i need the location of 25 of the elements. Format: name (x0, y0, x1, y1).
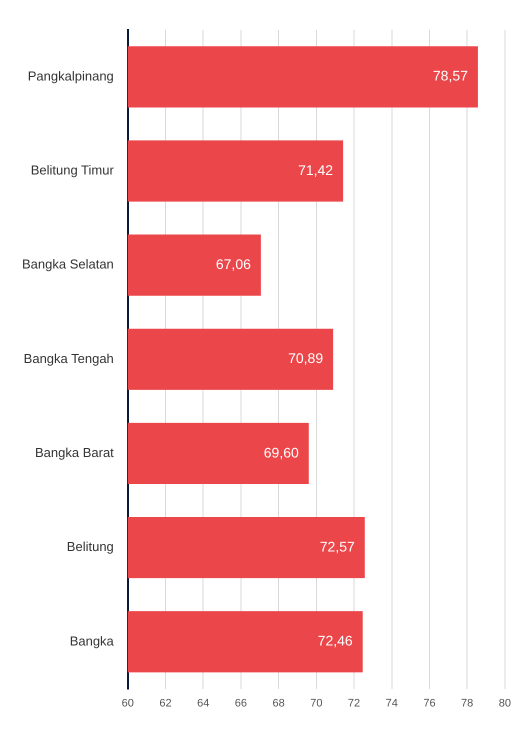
y-tick-label: Bangka (70, 633, 115, 648)
data-label: 70,89 (288, 350, 324, 366)
x-tick-label: 74 (386, 697, 398, 710)
y-tick-label: Bangka Selatan (22, 256, 114, 272)
y-tick-label: Belitung (66, 539, 114, 554)
y-tick-label: Belitung Timur (30, 162, 114, 178)
x-tick-label: 68 (272, 697, 285, 710)
y-tick-label: Bangka Tengah (24, 350, 114, 366)
x-tick-label: 70 (310, 697, 322, 710)
data-label: 72,57 (320, 538, 355, 554)
x-tick-label: 66 (234, 697, 248, 710)
y-tick-label: Pangkalpinang (28, 68, 114, 84)
x-tick-label: 64 (197, 697, 210, 710)
x-tick-label: 78 (461, 697, 474, 710)
data-label: 78,57 (432, 68, 468, 84)
x-tick-label: 60 (122, 697, 134, 710)
data-label: 69,60 (264, 444, 299, 460)
data-label: 67,06 (216, 256, 252, 272)
x-tick-label: 62 (159, 697, 172, 710)
data-label: 71,42 (298, 162, 334, 178)
data-label: 72,46 (318, 632, 353, 649)
y-tick-label: Bangka Barat (35, 445, 114, 460)
x-tick-label: 72 (348, 697, 360, 710)
x-tick-label: 76 (423, 697, 436, 710)
x-tick-label: 80 (498, 697, 512, 710)
